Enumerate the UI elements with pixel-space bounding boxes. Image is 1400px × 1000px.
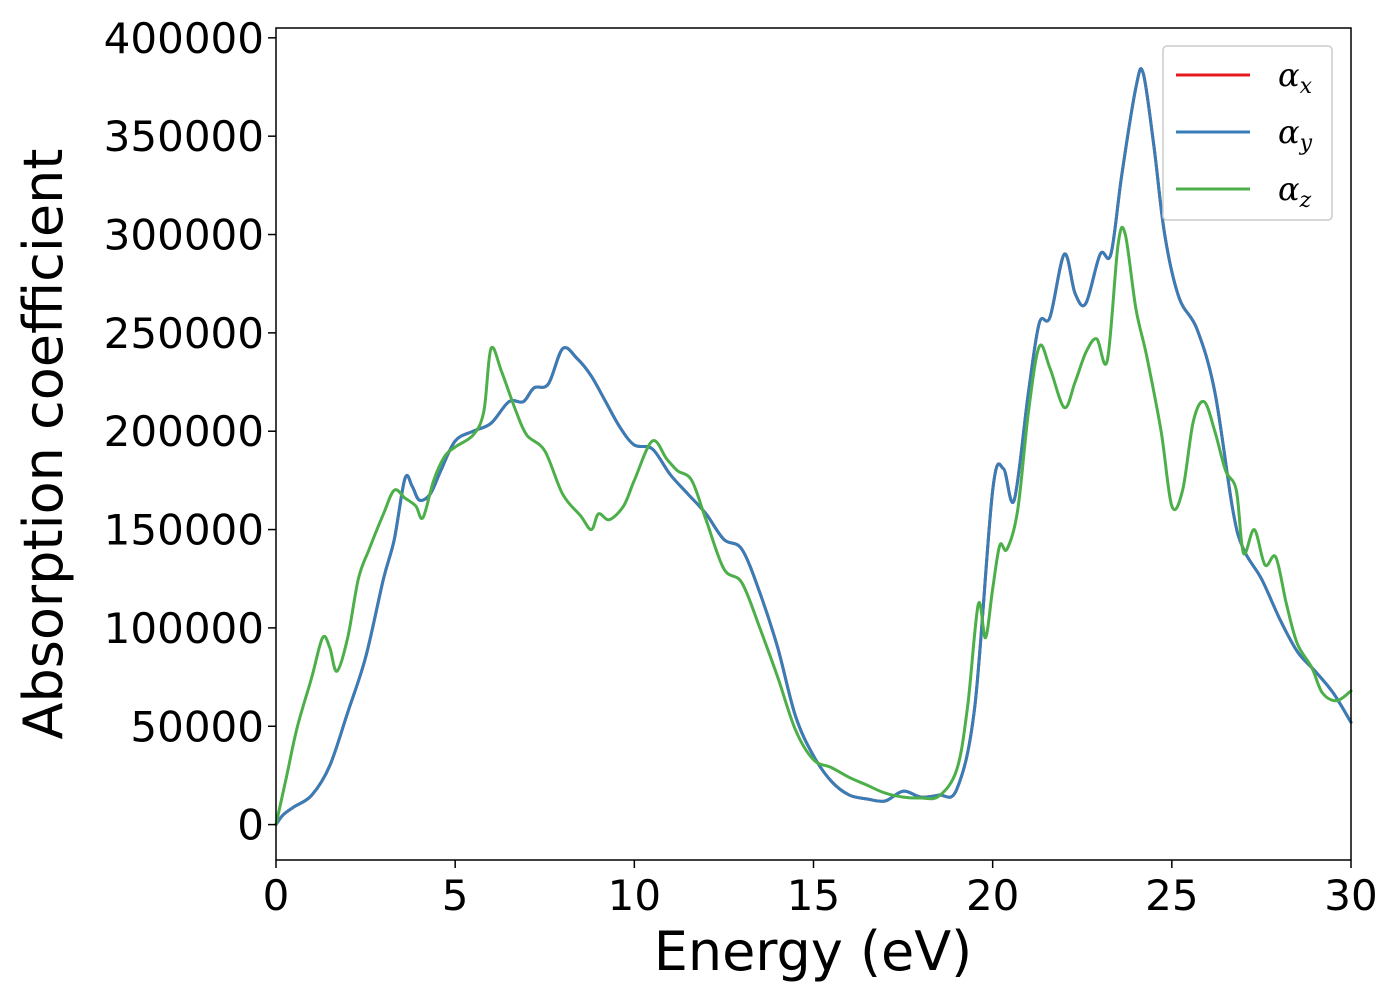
y-tick-label: 250000: [104, 309, 264, 358]
series-layer: [274, 67, 1353, 827]
y-axis-title: Absorption coefficient: [12, 149, 75, 740]
y-tick-label: 0: [237, 801, 264, 850]
series-line-y: [274, 67, 1353, 827]
x-tick-label: 5: [442, 871, 469, 920]
legend: αx αy αz: [1162, 45, 1333, 221]
y-tick-label: 300000: [104, 211, 264, 260]
x-tick-label: 15: [787, 871, 840, 920]
legend-label-y: αy: [1278, 113, 1313, 156]
y-tick-label: 150000: [104, 506, 264, 555]
x-axis-title: Energy (eV): [654, 920, 973, 983]
y-tick-label: 50000: [130, 702, 264, 751]
x-tick-label: 10: [608, 871, 661, 920]
y-tick-label: 200000: [104, 407, 264, 456]
y-tick-label: 400000: [104, 14, 264, 63]
legend-label-z: αz: [1278, 170, 1312, 213]
ticks-layer: 0 5 10 15 20 25 30 0 50000 100000 150000 200000 2500…: [104, 14, 1378, 920]
x-tick-label: 20: [966, 871, 1019, 920]
x-tick-label: 25: [1145, 871, 1198, 920]
x-tick-label: 0: [263, 871, 290, 920]
x-tick-label: 30: [1324, 871, 1377, 920]
y-tick-label: 100000: [104, 604, 264, 653]
legend-label-x: αx: [1278, 56, 1313, 99]
series-line-z: [274, 225, 1353, 827]
y-tick-label: 350000: [104, 112, 264, 161]
